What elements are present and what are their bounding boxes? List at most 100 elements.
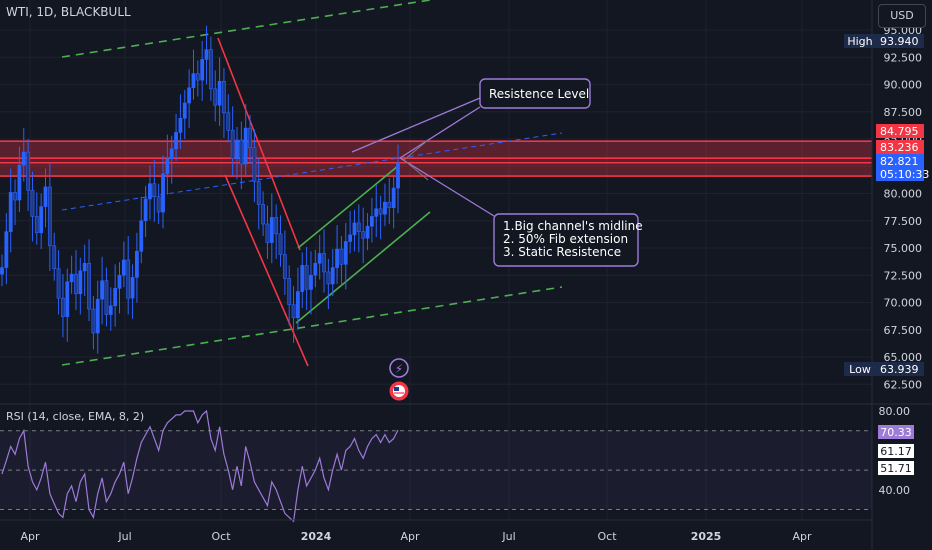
- candle-body: [235, 139, 239, 159]
- upchannel-lower-line: [295, 211, 431, 324]
- price-tag-bg: [876, 140, 924, 154]
- candle-body: [226, 112, 231, 131]
- candle-body: [252, 147, 257, 182]
- candle-body: [387, 201, 392, 208]
- candle-body: [152, 183, 157, 198]
- candle-body: [30, 189, 35, 217]
- candle-body: [52, 245, 57, 270]
- candle-body: [174, 132, 178, 150]
- price-tag-value: 83.236: [880, 141, 919, 154]
- candle-body: [39, 206, 44, 234]
- candle-body: [378, 208, 383, 215]
- price-tick-label: 65.000: [884, 351, 923, 364]
- price-tick-label: 70.000: [884, 297, 923, 310]
- time-tick-label: Apr: [400, 530, 420, 543]
- candle-body: [374, 208, 379, 217]
- candle-body: [148, 183, 152, 200]
- candle-body: [330, 267, 335, 285]
- candle-body: [0, 267, 4, 275]
- candle-body: [156, 196, 161, 213]
- candle-body: [13, 192, 17, 201]
- candle-body: [348, 234, 353, 242]
- candle-body: [300, 265, 305, 292]
- candle-body: [287, 278, 292, 305]
- candle-body: [26, 151, 31, 191]
- price-tag-label: High: [847, 35, 872, 48]
- candle-body: [104, 280, 109, 315]
- time-tick-label: Oct: [211, 530, 231, 543]
- candle-body: [204, 49, 209, 60]
- rsi-value-tag: 70.33: [880, 426, 912, 439]
- annotation-text: 2. 50% Fib extension: [503, 232, 628, 246]
- candle-body: [139, 220, 144, 252]
- rsi-value-tag-bg: [878, 425, 914, 439]
- price-tick-label: 75.000: [884, 242, 923, 255]
- candle-body: [43, 186, 48, 207]
- candle-body: [239, 139, 244, 165]
- time-axis: Apr Jul Oct 2024 Apr Jul Oct 2025 Apr: [0, 519, 872, 543]
- price-tick-label: 62.500: [884, 378, 923, 391]
- price-tag-bg: [876, 154, 924, 168]
- event-markers[interactable]: ⚡: [389, 358, 409, 401]
- price-tick-label: 77.500: [884, 215, 923, 228]
- annotation-box: [493, 213, 639, 267]
- price-tag-label-bg: [844, 362, 876, 376]
- candle-body: [91, 308, 96, 334]
- time-tick-label: Jul: [117, 530, 131, 543]
- candle-body: [47, 186, 52, 247]
- candle-body: [383, 201, 387, 215]
- price-tag-label: Low: [849, 363, 871, 376]
- candle-body: [195, 73, 200, 81]
- candle-body: [208, 49, 213, 90]
- candle-body: [304, 265, 309, 290]
- candle-body: [291, 304, 296, 319]
- rsi-line: [1, 409, 399, 523]
- price-tag-label-bg: [844, 34, 876, 48]
- candle-body: [74, 273, 78, 295]
- fib-line: [403, 139, 429, 161]
- candle-body: [222, 80, 226, 114]
- candle-body: [21, 151, 26, 166]
- candle-body: [243, 127, 248, 165]
- rsi-value-tag-bg: [878, 461, 914, 475]
- candle-body: [317, 253, 322, 264]
- channel-lower-line: [61, 286, 563, 366]
- candle-body: [296, 291, 300, 319]
- rsi-value-tag: 51.71: [880, 462, 912, 475]
- candle-body: [265, 223, 270, 243]
- candle-body: [326, 271, 331, 285]
- candle-body: [187, 87, 192, 104]
- time-tick-label: 2025: [691, 530, 722, 543]
- rsi-pane: 80.00 40.00 RSI (14, close, EMA, 8, 2) 70.3…: [0, 403, 932, 523]
- candle-body: [182, 102, 187, 119]
- candle-body: [313, 262, 318, 276]
- candle-body: [356, 222, 361, 232]
- candle-body: [130, 277, 135, 299]
- currency-button[interactable]: USD: [878, 4, 926, 28]
- callout-pointer: [399, 106, 481, 159]
- candle-body: [87, 262, 91, 310]
- price-tick-label: 92.500: [884, 51, 923, 64]
- candle-body: [282, 254, 287, 279]
- rsi-tick-label: 80.00: [879, 405, 911, 418]
- price-tag-value: 63.939: [880, 363, 919, 376]
- price-tag-value: 82.821: [880, 155, 919, 168]
- candle-body: [352, 222, 357, 236]
- candle-body: [61, 297, 65, 317]
- candle-body: [34, 216, 39, 234]
- candle-body: [269, 217, 274, 243]
- candle-body: [169, 148, 174, 159]
- candle-body: [322, 253, 326, 273]
- candle-body: [191, 73, 196, 89]
- candle-body: [82, 262, 87, 272]
- lightning-glyph: ⚡: [395, 362, 403, 376]
- candle-body: [121, 259, 126, 276]
- candle-body: [369, 216, 374, 227]
- candle-body: [217, 80, 222, 106]
- candle-body: [335, 248, 339, 268]
- rsi-title: RSI (14, close, EMA, 8, 2): [6, 410, 144, 423]
- candle-body: [161, 173, 165, 213]
- candle-body: [274, 217, 279, 235]
